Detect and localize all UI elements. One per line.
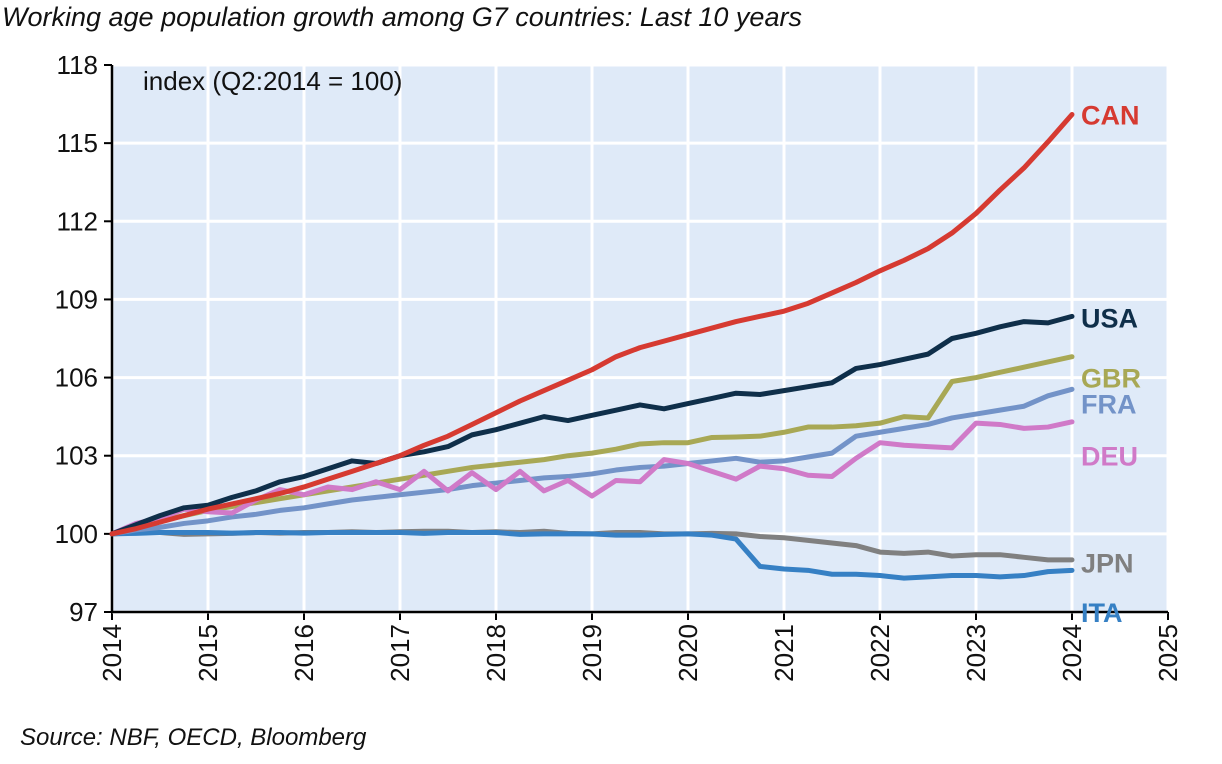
series-line-can [109, 111, 1075, 537]
x-tick-label: 2014 [97, 624, 127, 682]
series-label-fra: FRA [1081, 390, 1137, 420]
y-tick-label: 103 [55, 441, 98, 471]
series-label-ita: ITA [1081, 598, 1123, 628]
x-tick-label: 2022 [865, 624, 895, 682]
x-tick-label: 2024 [1057, 624, 1087, 682]
y-tick-label: 112 [57, 206, 98, 236]
x-tick-label: 2016 [289, 624, 319, 682]
y-tick-label: 97 [69, 597, 98, 627]
series-line-ita [109, 530, 1075, 581]
plot-background [112, 65, 1168, 612]
series-line-usa [109, 313, 1075, 537]
x-tick-label: 2019 [577, 624, 607, 682]
y-tick-label: 100 [55, 519, 98, 549]
series-label-jpn: JPN [1081, 549, 1134, 579]
chart-title: Working age population growth among G7 c… [2, 2, 802, 32]
x-tick-label: 2023 [961, 624, 991, 682]
series-label-can: CAN [1081, 100, 1140, 130]
series-label-deu: DEU [1081, 442, 1138, 472]
y-tick-label: 115 [57, 128, 98, 158]
x-tick-label: 2020 [673, 624, 703, 682]
series-line-fra [109, 386, 1075, 537]
x-tick-label: 2015 [193, 624, 223, 682]
y-tick-label: 109 [55, 284, 98, 314]
x-tick-label: 2025 [1153, 624, 1183, 682]
y-tick-label: 106 [55, 363, 98, 393]
chart-annotation: index (Q2:2014 = 100) [143, 66, 402, 96]
x-tick-label: 2018 [481, 624, 511, 682]
x-tick-label: 2021 [769, 624, 799, 682]
series-label-gbr: GBR [1081, 364, 1141, 394]
y-tick-label: 118 [57, 50, 98, 80]
chart-source: Source: NBF, OECD, Bloomberg [20, 724, 367, 751]
series-label-usa: USA [1081, 304, 1138, 334]
x-tick-label: 2017 [385, 624, 415, 682]
series-line-gbr [109, 354, 1075, 537]
